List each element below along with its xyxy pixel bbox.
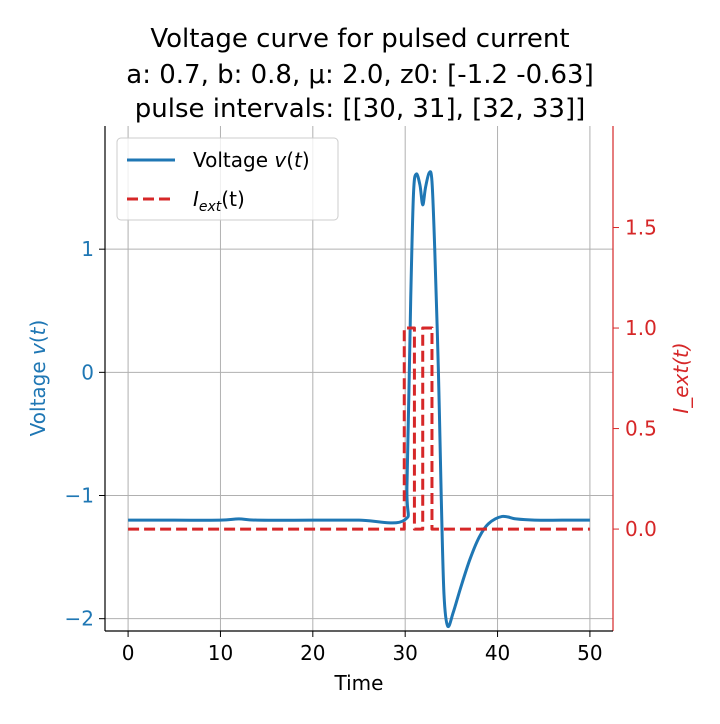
x-tick-label: 0 (122, 641, 135, 665)
current-line (128, 326, 590, 531)
chart-title: Voltage curve for pulsed current a: 0.7,… (126, 24, 593, 124)
title-line-3: pulse intervals: [[30, 31], [32, 33]] (135, 94, 586, 124)
y-tick-label-left: 0 (81, 360, 94, 384)
y-tick-label-right: 0.5 (625, 417, 657, 441)
x-tick-label: 30 (392, 641, 417, 665)
voltage-line (128, 170, 590, 629)
x-tick-label: 40 (485, 641, 510, 665)
y-axis-label-right: I_ext(t) (669, 342, 693, 413)
plot-area (128, 170, 590, 629)
legend-current-label: Iext(t) (193, 187, 245, 215)
y-tick-label-right: 1.5 (625, 216, 657, 240)
title-line-1: Voltage curve for pulsed current (150, 24, 569, 54)
y-tick-label-right: 0.0 (625, 517, 657, 541)
y-tick-label-left: −1 (65, 484, 94, 508)
legend: Voltage v(t) Iext(t) (116, 137, 339, 221)
legend-voltage-label: Voltage v(t) (193, 148, 310, 172)
y-tick-label-left: −2 (65, 607, 94, 631)
x-tick-label: 10 (208, 641, 233, 665)
x-axis-label: Time (334, 671, 384, 695)
title-line-2: a: 0.7, b: 0.8, μ: 2.0, z0: [-1.2 -0.63] (126, 60, 593, 90)
x-tick-label: 20 (300, 641, 325, 665)
y-tick-label-right: 1.0 (625, 316, 657, 340)
x-tick-label: 50 (577, 641, 602, 665)
y-axis-label-left: Voltage v(t) (26, 320, 50, 437)
y-tick-label-left: 1 (81, 237, 94, 261)
